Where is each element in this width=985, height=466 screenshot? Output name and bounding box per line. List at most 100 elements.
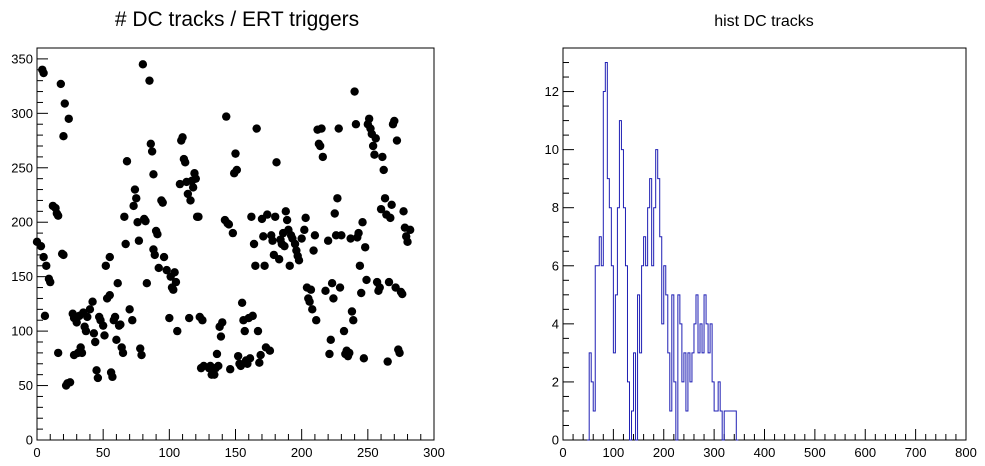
scatter-point (191, 174, 200, 183)
x-tick-label: 300 (703, 445, 725, 460)
y-tick-label: 0 (26, 433, 33, 448)
scatter-point (354, 228, 363, 238)
scatter-point (383, 357, 392, 366)
scatter-point (178, 133, 187, 142)
scatter-point (93, 373, 103, 383)
scatter-point (105, 252, 114, 262)
scatter-point (85, 305, 95, 314)
scatter-point (171, 277, 181, 287)
scatter-point (282, 215, 292, 225)
scatter-point (91, 337, 100, 347)
x-tick-label: 800 (955, 445, 977, 460)
scatter-point (405, 225, 415, 235)
scatter-point (145, 76, 154, 85)
scatter-point (214, 361, 223, 371)
x-tick-label: 100 (158, 445, 180, 460)
y-tick-label: 4 (552, 316, 559, 331)
histogram-series-line (587, 62, 739, 441)
scatter-point (308, 305, 317, 314)
scatter-point (256, 350, 265, 360)
scatter-point (384, 277, 394, 287)
scatter-point (73, 348, 83, 358)
scatter-point (226, 365, 235, 374)
scatter-point (125, 305, 134, 314)
scatter-point (184, 313, 194, 323)
scatter-point (280, 241, 289, 251)
scatter-point (323, 236, 333, 245)
scatter-point (247, 212, 256, 221)
scatter-point (40, 311, 50, 321)
scatter-point (224, 220, 234, 229)
scatter-point (359, 354, 369, 363)
scatter-point (380, 194, 390, 203)
y-tick-label: 150 (11, 269, 33, 284)
scatter-point (290, 239, 300, 249)
scatter-point (376, 204, 386, 214)
scatter-point (349, 316, 358, 325)
x-tick-label: 0 (559, 445, 566, 460)
histogram-plot-frame (562, 47, 967, 441)
scatter-point (88, 297, 97, 306)
scatter-point (130, 185, 140, 194)
scatter-point (362, 275, 371, 285)
x-tick-label: 0 (33, 445, 40, 460)
scatter-point (228, 228, 238, 238)
scatter-point (395, 348, 404, 358)
scatter-point (350, 87, 359, 96)
scatter-axes: 0 50 100 150 200 250 300 0 50 100 150 200 250 300 350 (11, 47, 445, 460)
scatter-point (371, 134, 380, 143)
y-tick-label: 200 (11, 215, 33, 230)
scatter-point (233, 351, 243, 361)
scatter-point (188, 183, 198, 192)
scatter-point (251, 261, 260, 270)
scatter-point (210, 370, 219, 379)
scatter-point (321, 286, 330, 296)
scatter-point (149, 170, 158, 179)
scatter-point (260, 261, 269, 270)
scatter-point (183, 189, 193, 199)
scatter-point (46, 277, 55, 287)
scatter-point (403, 237, 412, 247)
scatter-point (297, 234, 306, 243)
scatter-point (392, 136, 402, 145)
y-tick-label: 50 (19, 378, 33, 393)
scatter-point (306, 285, 316, 294)
scatter-point (113, 279, 122, 288)
scatter-point (252, 124, 261, 133)
scatter-point (159, 252, 169, 262)
x-tick-label: 100 (603, 445, 625, 460)
scatter-point (274, 255, 284, 264)
scatter-point (305, 297, 314, 306)
scatter-point (318, 152, 328, 162)
scatter-point (83, 312, 92, 322)
scatter-point (355, 261, 365, 270)
scatter-point (358, 218, 367, 227)
scatter-point (375, 283, 384, 292)
scatter-point (398, 289, 407, 299)
scatter-points (32, 60, 415, 390)
scatter-point (360, 243, 370, 252)
x-tick-label: 50 (96, 445, 110, 460)
scatter-point (346, 234, 355, 243)
scatter-point (237, 298, 247, 307)
scatter-point (212, 349, 222, 359)
scatter-point (378, 152, 387, 162)
scatter-point (175, 179, 185, 189)
scatter-point (326, 335, 335, 345)
scatter-point (100, 331, 109, 340)
scatter-point (248, 311, 257, 321)
y-tick-label: 0 (552, 433, 559, 448)
scatter-point (301, 213, 310, 223)
scatter-point (186, 196, 195, 205)
scatter-point (129, 201, 138, 211)
x-tick-label: 200 (291, 445, 313, 460)
scatter-point (146, 139, 156, 149)
scatter-point (181, 158, 190, 167)
y-tick-label: 12 (545, 84, 559, 99)
scatter-point (118, 348, 128, 358)
scatter-point (110, 312, 120, 322)
scatter-point (245, 354, 255, 363)
y-tick-label: 8 (552, 200, 559, 215)
scatter-point (315, 141, 325, 151)
scatter-point (105, 290, 114, 300)
